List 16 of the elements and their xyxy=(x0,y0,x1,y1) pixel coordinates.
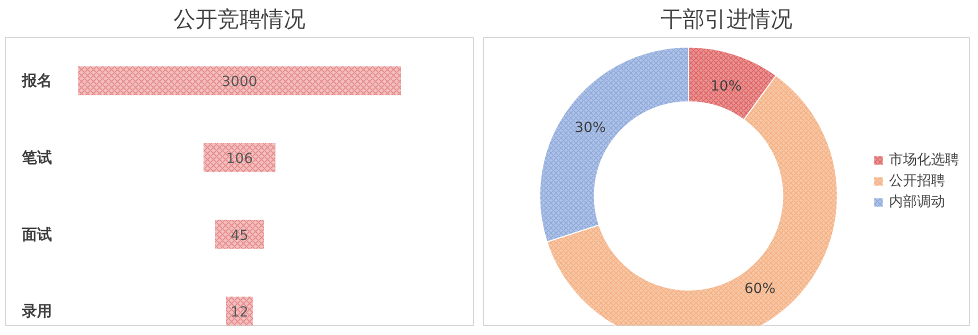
data-label: 12 xyxy=(230,304,248,321)
data-label: 60% xyxy=(744,281,776,298)
legend-label: 内部调动 xyxy=(889,193,945,211)
chart-title: 干部引进情况 xyxy=(660,8,792,32)
data-label: 45 xyxy=(230,228,248,244)
legend-label: 公开招聘 xyxy=(889,172,945,190)
data-label: 30% xyxy=(574,120,606,136)
category-label: 报名 xyxy=(20,72,52,90)
data-label: 106 xyxy=(226,151,253,167)
category-label: 笔试 xyxy=(20,148,52,166)
data-label: 10% xyxy=(710,78,742,94)
legend-label: 市场化选聘 xyxy=(889,151,959,169)
data-label: 3000 xyxy=(222,74,258,90)
category-label: 面试 xyxy=(20,225,52,244)
category-label: 录用 xyxy=(20,302,52,320)
text: 公开竞聘情况 xyxy=(174,8,306,32)
